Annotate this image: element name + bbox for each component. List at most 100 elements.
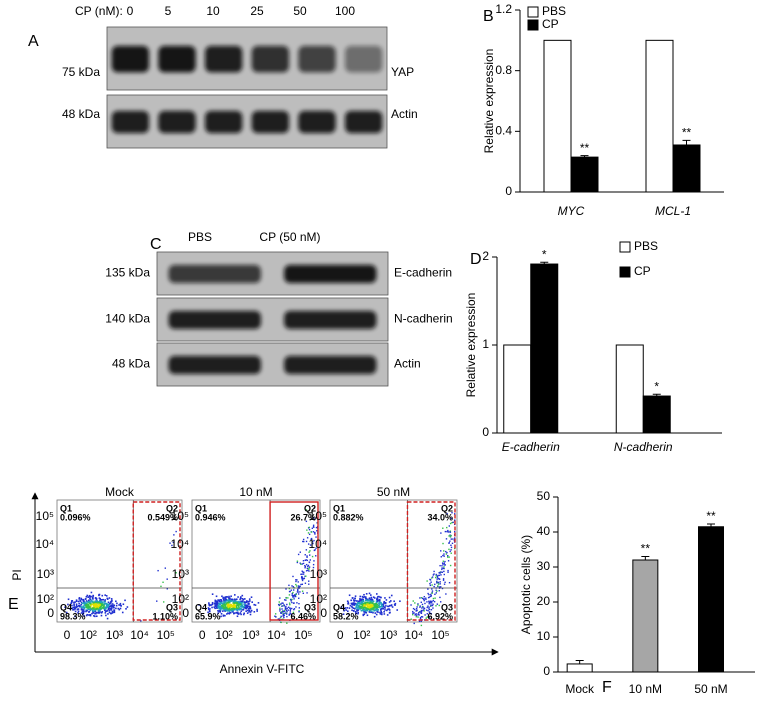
flow-dot	[103, 605, 105, 607]
flow-dot	[108, 597, 111, 599]
flow-dot	[75, 605, 78, 607]
flow-dot	[297, 586, 300, 589]
flow-dot	[208, 602, 210, 604]
flow-dot	[378, 602, 380, 605]
flow-dot	[362, 613, 365, 616]
flow-dot	[427, 592, 429, 595]
flow-dot	[370, 594, 372, 596]
flow-dot	[442, 554, 444, 557]
flow-y-tick: 10²	[37, 592, 54, 606]
flow-dot	[420, 612, 422, 614]
flow-dot	[244, 603, 246, 606]
panel-label: F	[602, 679, 612, 696]
flow-dot	[413, 622, 415, 625]
flow-y-tick: 0	[47, 606, 54, 620]
flow-dot	[448, 525, 451, 527]
flow-dot	[449, 531, 451, 533]
flow-dot	[256, 608, 258, 611]
flow-dot	[293, 608, 295, 611]
flow-dot	[309, 554, 311, 556]
flow-dot	[246, 606, 248, 608]
flow-dot	[382, 606, 384, 608]
flow-dot	[214, 602, 216, 604]
flow-dot	[77, 610, 80, 613]
flow-dot	[226, 601, 229, 604]
flow-dot	[95, 600, 97, 603]
flow-dot	[420, 624, 423, 627]
flow-dot	[437, 577, 440, 580]
flow-dot	[220, 599, 223, 601]
error-bar	[652, 393, 661, 397]
flow-dot	[117, 607, 120, 610]
flow-dot	[248, 611, 250, 613]
flow-y-tick: 10⁴	[35, 537, 54, 551]
flow-dot	[116, 602, 118, 605]
flow-dot	[85, 604, 87, 606]
flow-dot	[443, 570, 445, 573]
flow-dot	[427, 596, 430, 599]
flow-dot	[354, 602, 357, 605]
flow-dot	[218, 606, 221, 608]
flow-dot	[99, 603, 101, 606]
flow-dot	[290, 600, 292, 602]
flow-dot	[240, 606, 242, 608]
flow-dot	[436, 580, 438, 583]
flow-dot	[108, 609, 111, 612]
flow-dot	[71, 607, 74, 609]
flow-y-tick: 10²	[310, 592, 327, 606]
flow-dot	[304, 582, 307, 584]
flow-dot	[423, 599, 425, 602]
flow-dot	[90, 602, 92, 605]
flow-dot	[368, 609, 371, 612]
flow-dot	[365, 609, 367, 612]
flow-dot	[105, 604, 108, 607]
legend-swatch	[619, 241, 631, 253]
flow-dot	[211, 606, 213, 609]
flow-dot	[308, 566, 311, 568]
flow-dot	[450, 534, 452, 537]
flow-dot	[297, 593, 300, 595]
flow-dot	[373, 615, 376, 618]
flow-dot	[352, 607, 355, 610]
x-tick-label: 10 nM	[629, 682, 662, 696]
quadrant-value: 34.0%	[427, 512, 453, 522]
bar	[632, 559, 659, 673]
flow-dot	[379, 613, 382, 615]
flow-dot	[93, 615, 95, 617]
flow-dot	[412, 610, 414, 613]
flow-dot	[119, 604, 122, 607]
flow-dot	[216, 605, 218, 607]
flow-dot	[220, 606, 223, 608]
flow-dot	[435, 605, 437, 607]
flow-dot	[89, 613, 92, 616]
flow-dot	[244, 606, 246, 609]
flow-dot	[434, 583, 436, 586]
flow-dot	[434, 593, 436, 596]
flow-dot	[419, 597, 421, 599]
panel-label: E	[8, 596, 19, 613]
bar	[570, 156, 599, 193]
flow-dot	[367, 605, 369, 608]
flow-y-tick: 10⁵	[36, 509, 54, 523]
flow-dot	[298, 586, 301, 588]
flow-dot	[367, 603, 369, 605]
flow-dot	[305, 509, 308, 511]
flow-dot	[164, 567, 167, 569]
flow-dot	[94, 605, 97, 607]
flow-dot	[282, 602, 284, 604]
flow-dot	[78, 602, 80, 605]
flow-dot	[448, 556, 450, 558]
flow-dot	[77, 612, 79, 614]
flow-dot	[361, 604, 364, 606]
flow-dot	[367, 608, 369, 610]
flow-y-tick: 0	[182, 606, 189, 620]
flow-dot	[375, 613, 378, 616]
flow-plot	[191, 499, 321, 623]
flow-dot	[447, 560, 450, 562]
flow-dot	[421, 616, 424, 618]
flow-dot	[217, 612, 219, 615]
flow-dot	[375, 600, 378, 602]
flow-dot	[383, 602, 385, 605]
flow-dot	[377, 595, 379, 598]
